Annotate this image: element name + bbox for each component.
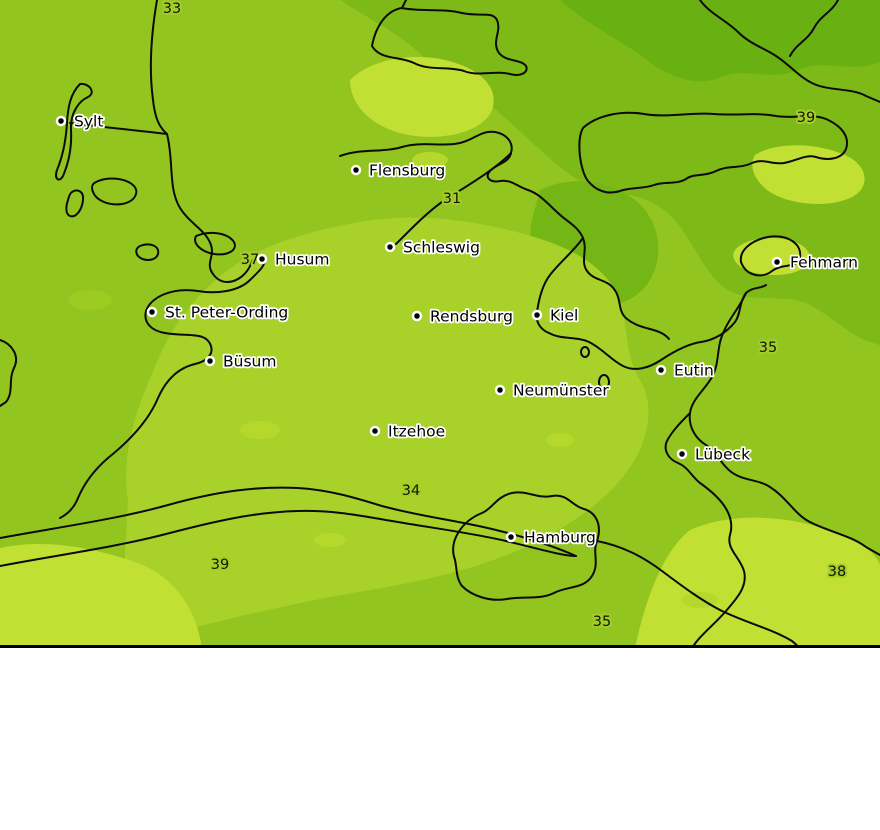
contour-labels: 33 39 31 37 35 34 39 38 35 [161,0,848,632]
city-dot [350,164,362,176]
contour-label: 34 [402,483,420,499]
city-marker-husum: Husum [256,249,331,270]
city-marker-st-peter-ording: St. Peter-Ording [146,302,290,323]
city-dot [369,425,381,437]
city-dot [146,306,158,318]
wind-gust-map: 33 39 31 37 35 34 39 38 35 Sylt Flensburg Schleswi… [0,0,880,648]
contour-label: 39 [211,557,229,573]
city-label: Büsum [223,353,276,371]
city-label: Sylt [74,113,103,131]
city-label: Kiel [550,307,578,325]
city-marker-hamburg: Hamburg [505,527,598,548]
city-label: Husum [275,251,329,269]
city-marker-kiel: Kiel [531,305,580,326]
city-label: Flensburg [369,162,445,180]
city-dot [655,364,667,376]
contour-label: 35 [759,340,777,356]
contour-label: 38 [828,564,846,580]
map-canvas: 33 39 31 37 35 34 39 38 35 Sylt Flensburg Schleswi… [0,0,880,648]
city-dot [771,256,783,268]
footer: Windböen (in km/h) Modell: ICON-D2 06z, … [0,648,880,830]
city-marker-rendsburg: Rendsburg [411,306,515,327]
city-marker-b-sum: Büsum [204,351,278,372]
map-coastlines [0,0,880,648]
city-markers: Sylt Flensburg Schleswig Husum St. Peter-Ord… [55,111,860,548]
city-label: Hamburg [524,529,596,547]
city-marker-eutin: Eutin [655,360,716,381]
city-label: Schleswig [403,239,480,257]
city-dot [531,309,543,321]
contour-label: 35 [593,614,611,630]
city-label: Rendsburg [430,308,513,326]
city-dot [676,448,688,460]
city-label: Neumünster [513,382,609,400]
contour-label: 31 [443,191,461,207]
city-dot [204,355,216,367]
contour-label: 37 [241,252,259,268]
city-label: St. Peter-Ording [165,304,288,322]
city-label: Eutin [674,362,714,380]
city-dot [494,384,506,396]
city-marker-flensburg: Flensburg [350,160,447,181]
map-shading [0,0,880,648]
city-marker-sylt: Sylt [55,111,105,132]
city-label: Itzehoe [388,423,445,441]
city-marker-fehmarn: Fehmarn [771,252,860,273]
contour-label: 33 [163,1,181,17]
city-dot [55,115,67,127]
city-dot [256,253,268,265]
city-marker-l-beck: Lübeck [676,444,752,465]
contour-label: 39 [797,110,815,126]
city-marker-schleswig: Schleswig [384,237,482,258]
city-marker-neum-nster: Neumünster [494,380,611,401]
city-dot [384,241,396,253]
city-label: Fehmarn [790,254,858,272]
city-marker-itzehoe: Itzehoe [369,421,447,442]
city-label: Lübeck [695,446,750,464]
city-dot [505,531,517,543]
city-dot [411,310,423,322]
